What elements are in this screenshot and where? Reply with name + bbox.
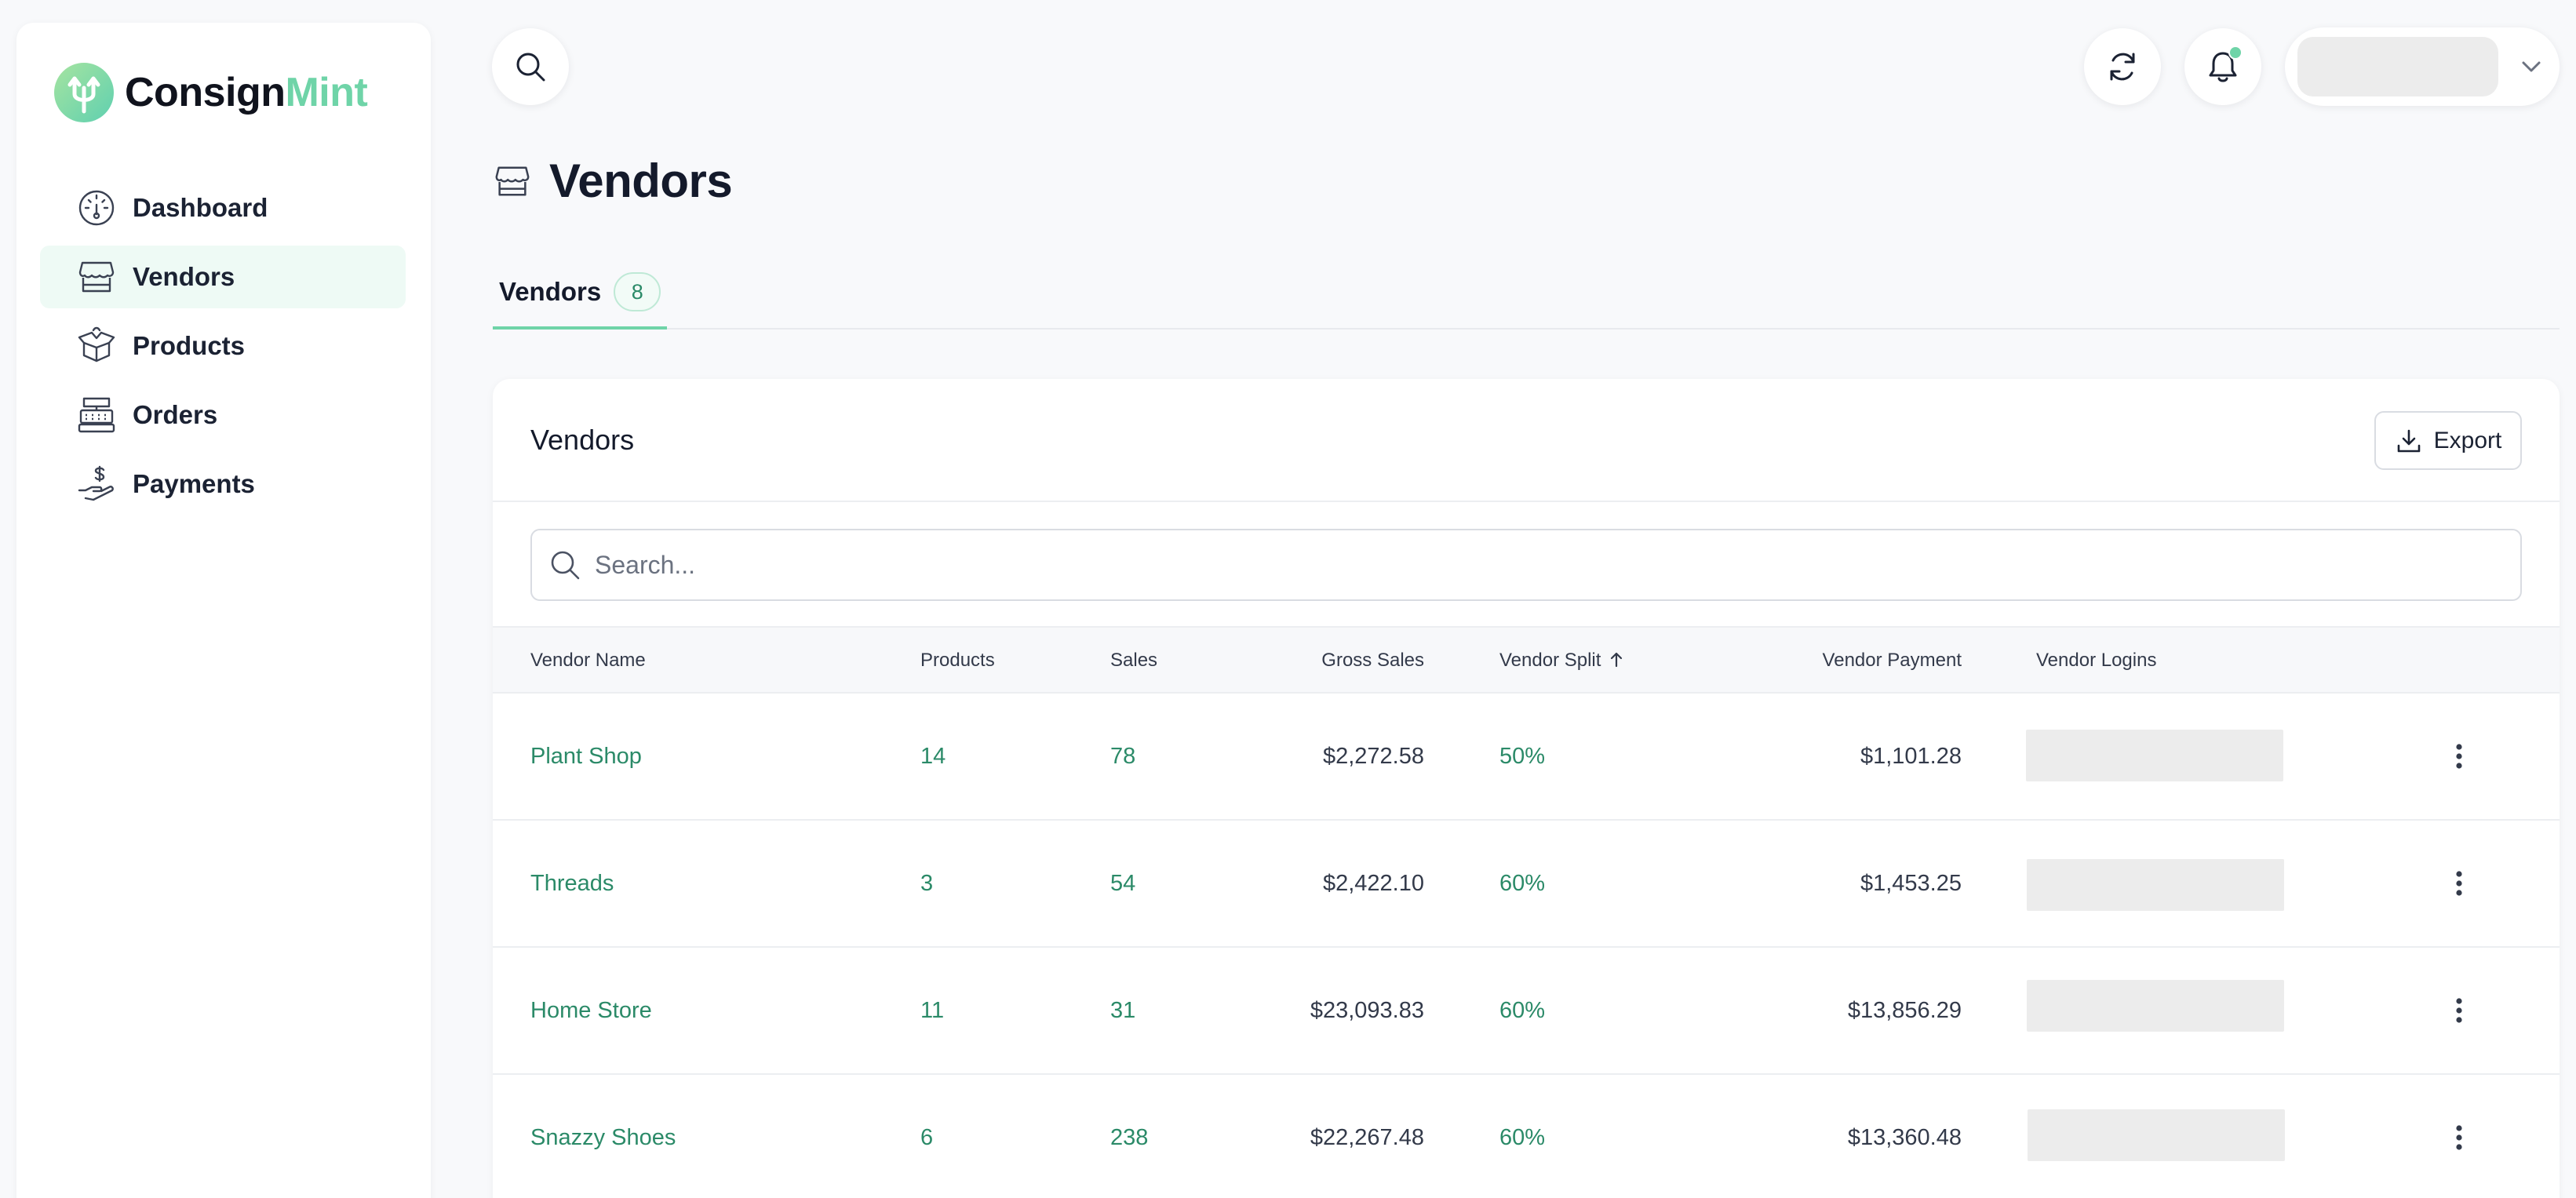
vendor-search-box[interactable] xyxy=(530,529,2522,601)
sidebar-item-label: Vendors xyxy=(133,262,235,291)
sidebar-item-label: Payments xyxy=(133,469,255,498)
card-title: Vendors xyxy=(530,424,635,456)
vendor-payment-value: $1,101.28 xyxy=(1860,744,1962,769)
row-actions-icon[interactable] xyxy=(2440,1119,2478,1156)
products-count-link[interactable]: 11 xyxy=(920,998,945,1023)
vendor-login-placeholder xyxy=(2027,859,2284,911)
column-header-vendor-split[interactable]: Vendor Split xyxy=(1499,628,1626,694)
export-label: Export xyxy=(2433,427,2502,453)
brand-name-part1: Consign xyxy=(125,70,286,115)
sidebar-item-payments[interactable]: Payments xyxy=(40,453,406,515)
refresh-button[interactable] xyxy=(2084,28,2161,105)
sidebar-item-label: Orders xyxy=(133,400,218,429)
brand-name: ConsignMint xyxy=(125,69,368,116)
sales-count-link[interactable]: 238 xyxy=(1110,1125,1149,1150)
tab-vendors[interactable]: Vendors 8 xyxy=(493,257,667,330)
storefront-icon xyxy=(495,166,530,196)
column-header-sales[interactable]: Sales xyxy=(1110,650,1158,671)
vendor-login-placeholder xyxy=(2026,730,2283,781)
table-row: Plant Shop 14 78 $2,272.58 50% $1,101.28 xyxy=(493,694,2560,821)
sidebar-item-orders[interactable]: Orders xyxy=(40,384,406,446)
sales-count-link[interactable]: 78 xyxy=(1110,744,1136,769)
vendor-name-link[interactable]: Snazzy Shoes xyxy=(530,1125,676,1150)
global-search-button[interactable] xyxy=(492,28,569,105)
sidebar-item-label: Dashboard xyxy=(133,193,268,222)
column-header-products[interactable]: Products xyxy=(920,650,995,671)
row-actions-icon[interactable] xyxy=(2440,737,2478,775)
download-icon xyxy=(2397,429,2420,452)
gross-sales-value: $22,267.48 xyxy=(1310,1125,1424,1150)
notification-dot xyxy=(2228,46,2243,60)
card-header: Vendors Export xyxy=(493,379,2560,502)
refresh-icon xyxy=(2110,53,2135,81)
vendor-search-input[interactable] xyxy=(595,541,2478,588)
brand-logo[interactable]: ConsignMint xyxy=(53,61,368,124)
products-count-link[interactable]: 14 xyxy=(920,744,946,769)
gross-sales-value: $2,422.10 xyxy=(1322,871,1424,896)
column-header-gross-sales[interactable]: Gross Sales xyxy=(1321,650,1424,671)
vendor-name-link[interactable]: Threads xyxy=(530,871,614,896)
column-header-vendor-payment[interactable]: Vendor Payment xyxy=(1822,650,1962,671)
export-button[interactable]: Export xyxy=(2374,411,2522,470)
notifications-button[interactable] xyxy=(2184,28,2261,105)
vendors-card: Vendors Export Vendor Name Products Sale… xyxy=(493,379,2560,1198)
row-actions-icon[interactable] xyxy=(2440,865,2478,902)
chevron-down-icon xyxy=(2522,61,2541,72)
storefront-icon xyxy=(78,261,115,293)
sidebar: ConsignMint Dashboard Vendors Produc xyxy=(16,23,431,1198)
vendor-name-link[interactable]: Plant Shop xyxy=(530,744,642,769)
consignmint-logo-icon xyxy=(54,63,114,122)
tab-label: Vendors xyxy=(499,277,602,306)
sales-count-link[interactable]: 31 xyxy=(1110,998,1136,1023)
count-badge: 8 xyxy=(614,272,661,311)
page-title-text: Vendors xyxy=(549,155,733,207)
products-count-link[interactable]: 6 xyxy=(920,1125,934,1150)
table-row: Home Store 11 31 $23,093.83 60% $13,856.… xyxy=(493,948,2560,1075)
open-box-icon xyxy=(78,326,115,362)
vendor-payment-value: $13,856.29 xyxy=(1847,998,1962,1023)
column-header-vendor-name[interactable]: Vendor Name xyxy=(530,650,646,671)
vendor-payment-value: $13,360.48 xyxy=(1847,1125,1962,1150)
vendor-login-placeholder xyxy=(2027,980,2284,1032)
table-row: Threads 3 54 $2,422.10 60% $1,453.25 xyxy=(493,821,2560,948)
vendor-name-link[interactable]: Home Store xyxy=(530,998,652,1023)
hand-dollar-icon xyxy=(78,465,114,501)
sidebar-item-products[interactable]: Products xyxy=(40,315,406,377)
sidebar-item-dashboard[interactable]: Dashboard xyxy=(40,177,406,239)
vendor-split-link[interactable]: 60% xyxy=(1499,998,1546,1023)
table-header: Vendor Name Products Sales Gross Sales V… xyxy=(493,626,2560,694)
arrow-up-icon xyxy=(1611,652,1623,667)
vendor-split-link[interactable]: 60% xyxy=(1499,871,1546,896)
vendor-login-placeholder xyxy=(2028,1109,2285,1161)
brand-name-part2: Mint xyxy=(285,70,368,115)
search-icon xyxy=(516,53,545,82)
sidebar-nav: Dashboard Vendors Products Or xyxy=(40,177,406,522)
column-header-vendor-logins[interactable]: Vendor Logins xyxy=(2036,650,2157,671)
user-menu[interactable] xyxy=(2285,27,2560,106)
gross-sales-value: $2,272.58 xyxy=(1322,744,1424,769)
page-title: Vendors xyxy=(493,154,733,208)
products-count-link[interactable]: 3 xyxy=(920,871,934,896)
vendor-split-link[interactable]: 50% xyxy=(1499,744,1546,769)
user-name-placeholder xyxy=(2297,37,2498,96)
cash-register-icon xyxy=(78,397,115,433)
column-header-label: Vendor Split xyxy=(1499,650,1601,671)
gross-sales-value: $23,093.83 xyxy=(1310,998,1424,1023)
gauge-icon xyxy=(78,190,115,226)
row-actions-icon[interactable] xyxy=(2440,992,2478,1029)
vendor-payment-value: $1,453.25 xyxy=(1860,871,1962,896)
sidebar-item-label: Products xyxy=(133,331,246,360)
sales-count-link[interactable]: 54 xyxy=(1110,871,1136,896)
vendor-split-link[interactable]: 60% xyxy=(1499,1125,1546,1150)
tab-bar: Vendors 8 xyxy=(493,257,2560,330)
search-icon xyxy=(551,551,580,580)
sidebar-item-vendors[interactable]: Vendors xyxy=(40,246,406,308)
table-row: Snazzy Shoes 6 238 $22,267.48 60% $13,36… xyxy=(493,1075,2560,1198)
